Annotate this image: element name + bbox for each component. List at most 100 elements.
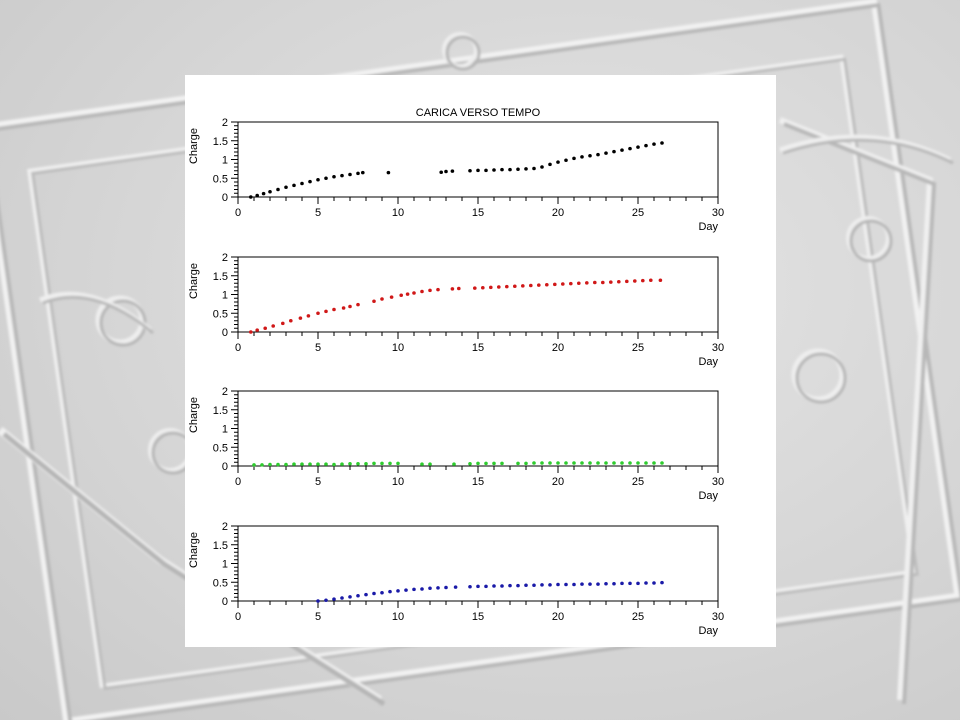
data-point: [292, 183, 296, 188]
data-point: [420, 587, 424, 591]
data-point: [484, 461, 488, 466]
y-tick-label: 1.5: [213, 136, 228, 148]
data-point: [556, 461, 560, 465]
data-point: [572, 156, 576, 161]
y-axis-label: Charge: [188, 263, 200, 299]
data-point: [660, 461, 664, 465]
charge-vs-time-figure: CARICA VERSO TEMPO 0 5 10 15 20 25 3000.511.52…: [188, 107, 724, 637]
data-point: [364, 461, 368, 466]
x-tick-label: 25: [632, 342, 644, 354]
data-point: [324, 462, 328, 466]
data-point: [564, 582, 568, 587]
x-tick-label: 30: [712, 476, 724, 488]
data-point: [604, 151, 608, 155]
y-tick-label: 2: [222, 252, 228, 264]
data-point: [476, 461, 480, 466]
data-point: [468, 168, 472, 173]
data-point: [428, 586, 432, 591]
data-point: [412, 587, 416, 592]
data-point: [255, 328, 259, 332]
data-point: [500, 461, 504, 466]
y-axis-label: Charge: [188, 128, 200, 164]
data-point: [428, 462, 432, 466]
y-tick-label: 1.5: [213, 271, 228, 283]
plot-frame: [237, 390, 719, 467]
chart-panel-4: 0 5 10 15 20 25 30 0 0.5 1 1.5 2 Day Charge: [188, 521, 724, 637]
data-point: [340, 462, 344, 466]
data-point: [612, 461, 616, 465]
data-point: [332, 307, 336, 312]
data-point: [316, 311, 320, 316]
data-point: [628, 146, 632, 151]
data-point: [492, 168, 496, 172]
y-tick-label: 1.5: [213, 405, 228, 417]
data-point: [364, 592, 368, 597]
data-point: [596, 152, 600, 157]
x-axis-label: Day: [698, 356, 718, 368]
data-point: [389, 295, 394, 299]
plot-panel: CARICA VERSO TEMPO 0 5 10 15 20 25 30 0 0.5 1 1.5 2…: [185, 75, 776, 647]
data-point: [524, 583, 528, 588]
data-point: [658, 278, 663, 283]
data-point: [588, 153, 592, 158]
data-point: [652, 581, 656, 585]
data-point: [641, 278, 645, 283]
data-series: [249, 141, 664, 199]
data-point: [556, 582, 560, 587]
data-point: [404, 588, 408, 592]
data-point: [564, 158, 568, 163]
data-point: [604, 581, 608, 586]
y-tick-label: 1: [222, 559, 228, 571]
y-tick-label: 1: [222, 290, 228, 302]
data-point: [324, 598, 328, 603]
data-point: [492, 461, 496, 466]
data-point: [399, 293, 403, 298]
data-point: [300, 462, 304, 466]
data-point: [537, 283, 541, 287]
data-point: [348, 172, 352, 177]
data-point: [596, 461, 600, 465]
x-tick-label: 10: [392, 476, 404, 488]
data-point: [516, 167, 520, 172]
data-point: [341, 306, 346, 310]
y-tick-label: 2: [222, 117, 228, 129]
data-point: [252, 463, 256, 467]
data-point: [276, 187, 280, 192]
data-point: [308, 179, 312, 184]
x-tick-label: 0: [235, 207, 241, 219]
y-tick-label: 2: [222, 521, 228, 533]
data-point: [516, 583, 520, 588]
data-point: [521, 284, 525, 288]
data-point: [420, 289, 424, 294]
data-point: [396, 461, 400, 466]
data-point: [356, 302, 360, 307]
data-point: [452, 462, 456, 466]
x-tick-label: 25: [632, 476, 644, 488]
data-point: [372, 461, 376, 466]
x-tick-label: 15: [472, 611, 484, 623]
data-point: [577, 281, 581, 286]
y-tick-label: 0.5: [213, 577, 228, 589]
data-point: [476, 584, 480, 589]
data-point: [548, 162, 552, 167]
data-point: [644, 461, 648, 465]
data-point: [540, 583, 544, 587]
x-tick-label: 15: [472, 476, 484, 488]
data-point: [284, 462, 288, 467]
x-tick-label: 25: [632, 207, 644, 219]
data-point: [444, 169, 448, 174]
y-tick-label: 0.5: [213, 308, 228, 320]
data-point: [372, 591, 376, 596]
data-point: [356, 593, 360, 598]
data-point: [457, 286, 461, 291]
x-tick-label: 5: [315, 342, 321, 354]
y-tick-label: 1: [222, 155, 228, 167]
data-point: [361, 170, 365, 175]
plot-frame: [237, 256, 719, 333]
data-point: [545, 282, 549, 287]
plot-frame: [237, 121, 719, 198]
data-point: [298, 316, 303, 320]
data-point: [316, 599, 320, 603]
data-point: [489, 285, 493, 290]
data-point: [439, 170, 443, 175]
